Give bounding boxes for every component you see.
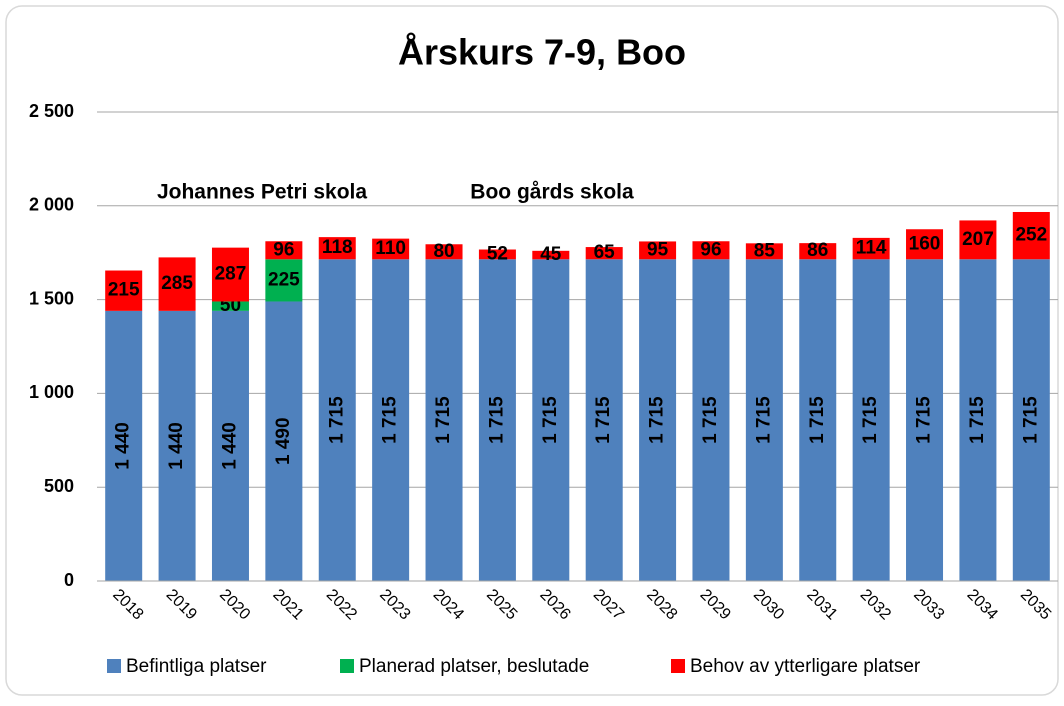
value-label: 86 [807, 240, 828, 261]
value-label: 95 [647, 239, 669, 260]
value-label: 1 715 [807, 396, 828, 444]
bar-segment [585, 259, 623, 581]
bar-segment [692, 259, 730, 581]
bar-segment [799, 243, 837, 260]
chart-title: Årskurs 7-9, Boo [398, 32, 686, 73]
legend-swatch [671, 659, 685, 673]
value-label: 1 715 [326, 396, 347, 444]
annotation: Johannes Petri skola [157, 181, 367, 204]
bar-segment [852, 259, 890, 581]
bar-segment [585, 247, 623, 260]
y-tick-label: 1 000 [29, 382, 74, 402]
value-label: 1 490 [273, 417, 294, 465]
value-label: 1 715 [967, 396, 988, 444]
value-label: 1 715 [593, 396, 614, 444]
bar-segment [959, 220, 997, 260]
bar-segment [105, 270, 143, 311]
bar-segment [425, 244, 463, 260]
value-label: 118 [322, 237, 353, 258]
bar-segment [158, 310, 196, 581]
value-label: 207 [962, 229, 994, 250]
value-label: 1 440 [113, 422, 134, 470]
bar-segment [372, 238, 410, 260]
bar-segment [1012, 259, 1050, 581]
value-label: 215 [108, 280, 140, 301]
bar-segment [745, 259, 783, 581]
value-label: 1 440 [219, 422, 240, 470]
value-label: 1 715 [486, 396, 507, 444]
annotation: Boo gårds skola [470, 181, 634, 204]
bar-segment [211, 310, 249, 581]
bar-segment [265, 259, 303, 302]
value-label: 114 [856, 238, 887, 259]
bar-segment [959, 259, 997, 581]
value-label: 52 [487, 243, 508, 264]
value-label: 1 715 [753, 396, 774, 444]
value-label: 96 [700, 239, 721, 260]
value-label: 252 [1015, 225, 1047, 246]
value-label: 1 715 [914, 396, 935, 444]
bar-segment [906, 229, 944, 260]
legend-label: Behov av ytterligare platser [690, 656, 921, 677]
bar-segment [639, 259, 677, 581]
y-tick-label: 2 000 [29, 195, 74, 215]
y-tick-label: 500 [44, 476, 74, 496]
bar-segment [1012, 211, 1050, 260]
bar-segment [852, 237, 890, 260]
bar-segment [318, 259, 356, 581]
legend-swatch [340, 659, 354, 673]
bar-segment [211, 301, 249, 311]
y-tick-label: 0 [64, 570, 74, 590]
bar-segment [478, 249, 516, 260]
bar-segment [745, 243, 783, 260]
value-label: 1 715 [647, 396, 668, 444]
bar-segment [532, 259, 570, 581]
bar-segment [532, 250, 570, 260]
bar-segment [211, 247, 249, 302]
bar-segment [372, 259, 410, 581]
bar-segment [265, 241, 303, 260]
bar-segment [318, 237, 356, 260]
value-label: 1 715 [700, 396, 721, 444]
value-label: 287 [215, 264, 247, 285]
bar-segment [906, 259, 944, 581]
value-label: 1 715 [860, 396, 881, 444]
value-label: 1 715 [433, 396, 454, 444]
value-label: 80 [433, 241, 454, 262]
value-label: 1 715 [1020, 396, 1041, 444]
legend-label: Befintliga platser [126, 656, 267, 677]
value-label: 160 [909, 233, 941, 254]
value-label: 285 [161, 273, 193, 294]
bar-segment [478, 259, 516, 581]
value-label: 110 [375, 238, 406, 259]
value-label: 1 440 [166, 422, 187, 470]
bar-segment [105, 310, 143, 581]
value-label: 1 715 [540, 396, 561, 444]
bar-segment [158, 257, 196, 311]
value-label: 45 [540, 244, 562, 265]
value-label: 85 [754, 240, 776, 261]
bar-segment [799, 259, 837, 581]
value-label: 65 [594, 242, 616, 263]
bar-segment [692, 241, 730, 260]
value-label: 1 715 [380, 396, 401, 444]
value-label: 96 [273, 239, 294, 260]
bar-segment [425, 259, 463, 581]
y-tick-label: 1 500 [29, 288, 74, 308]
y-tick-label: 2 500 [29, 101, 74, 121]
legend-swatch [107, 659, 121, 673]
value-label: 225 [268, 269, 300, 290]
legend-label: Planerad platser, beslutade [359, 656, 589, 677]
bar-segment [639, 241, 677, 260]
bar-segment [265, 301, 303, 581]
